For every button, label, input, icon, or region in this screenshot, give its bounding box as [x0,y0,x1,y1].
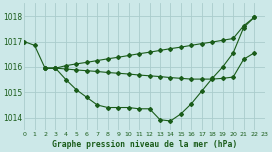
X-axis label: Graphe pression niveau de la mer (hPa): Graphe pression niveau de la mer (hPa) [52,140,237,149]
